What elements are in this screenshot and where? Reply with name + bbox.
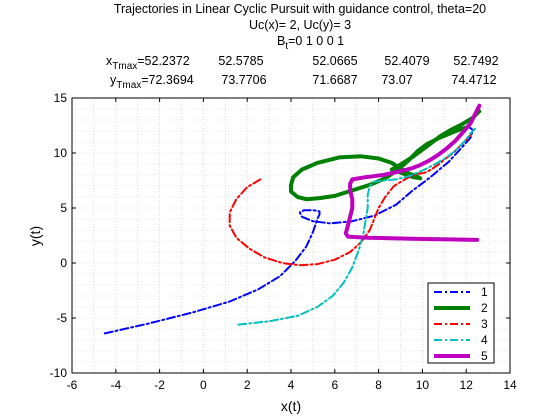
bt-label: Bt=0 1 0 0 1 — [277, 34, 344, 52]
series-lines — [103, 103, 482, 335]
y-axis-label: y(t) — [27, 226, 43, 246]
ytmax-sub: Tmax — [116, 80, 141, 91]
uc-subtitle: Uc(x)= 2, Uc(y)= 3 — [249, 18, 351, 32]
xtmax-sub: Tmax — [112, 61, 137, 72]
legend-label-2: 2 — [481, 301, 488, 315]
legend-label-3: 3 — [481, 317, 488, 331]
xtmax-value-2: 52.5785 — [218, 54, 263, 68]
y-tick-label: -10 — [50, 366, 68, 380]
series-line-2 — [289, 109, 482, 202]
x-tick-label: -2 — [154, 378, 165, 392]
legend-label-5: 5 — [481, 349, 488, 363]
y-tick-label: 0 — [60, 256, 67, 270]
bt-label-sub: t — [285, 41, 288, 52]
x-tick-label: 6 — [331, 378, 338, 392]
x-tick-label: 0 — [200, 378, 207, 392]
series-line-3 — [228, 134, 472, 267]
y-tick-label: 5 — [60, 201, 67, 215]
series-line-1 — [103, 125, 474, 335]
legend: 1 2 3 4 5 — [427, 282, 495, 364]
xtmax-value-4: 52.4079 — [384, 54, 429, 68]
legend-label-1: 1 — [481, 285, 488, 299]
xtmax-value-1: =52.2372 — [137, 54, 190, 68]
x-tick-label: 14 — [503, 378, 517, 392]
xtmax-value-3: 52.0665 — [312, 54, 357, 68]
y-tick-label: 10 — [54, 146, 68, 160]
ytmax-value-5: 74.4712 — [451, 73, 496, 87]
ytmax-value-3: 71.6687 — [312, 73, 357, 87]
ytmax-base: y — [110, 73, 117, 87]
x-tick-label: 12 — [460, 378, 474, 392]
x-axis-label: x(t) — [281, 398, 301, 414]
xtmax-base: x — [106, 54, 113, 68]
xtmax-value-5: 52.7492 — [453, 54, 498, 68]
bt-values: =0 1 0 0 1 — [288, 34, 344, 48]
series-line-4 — [237, 127, 476, 326]
ytmax-label: yTmax=72.3694 — [110, 73, 194, 91]
legend-label-4: 4 — [481, 333, 488, 347]
y-tick-label: -5 — [56, 311, 67, 325]
x-tick-label: -6 — [67, 378, 78, 392]
x-tick-label: 10 — [416, 378, 430, 392]
ytmax-value-2: 73.7706 — [221, 73, 266, 87]
y-tick-label: 15 — [54, 91, 68, 105]
chart-title: Trajectories in Linear Cyclic Pursuit wi… — [114, 2, 486, 16]
series-line-5 — [343, 103, 482, 242]
x-tick-label: -4 — [110, 378, 121, 392]
ytmax-value-1: =72.3694 — [141, 73, 194, 87]
plot-frame — [71, 97, 511, 374]
x-tick-label: 2 — [244, 378, 251, 392]
bt-label-base: B — [277, 34, 285, 48]
ytmax-value-4: 73.07 — [381, 73, 412, 87]
x-tick-label: 8 — [375, 378, 382, 392]
x-tick-label: 4 — [288, 378, 295, 392]
xtmax-label: xTmax=52.2372 — [106, 54, 190, 72]
